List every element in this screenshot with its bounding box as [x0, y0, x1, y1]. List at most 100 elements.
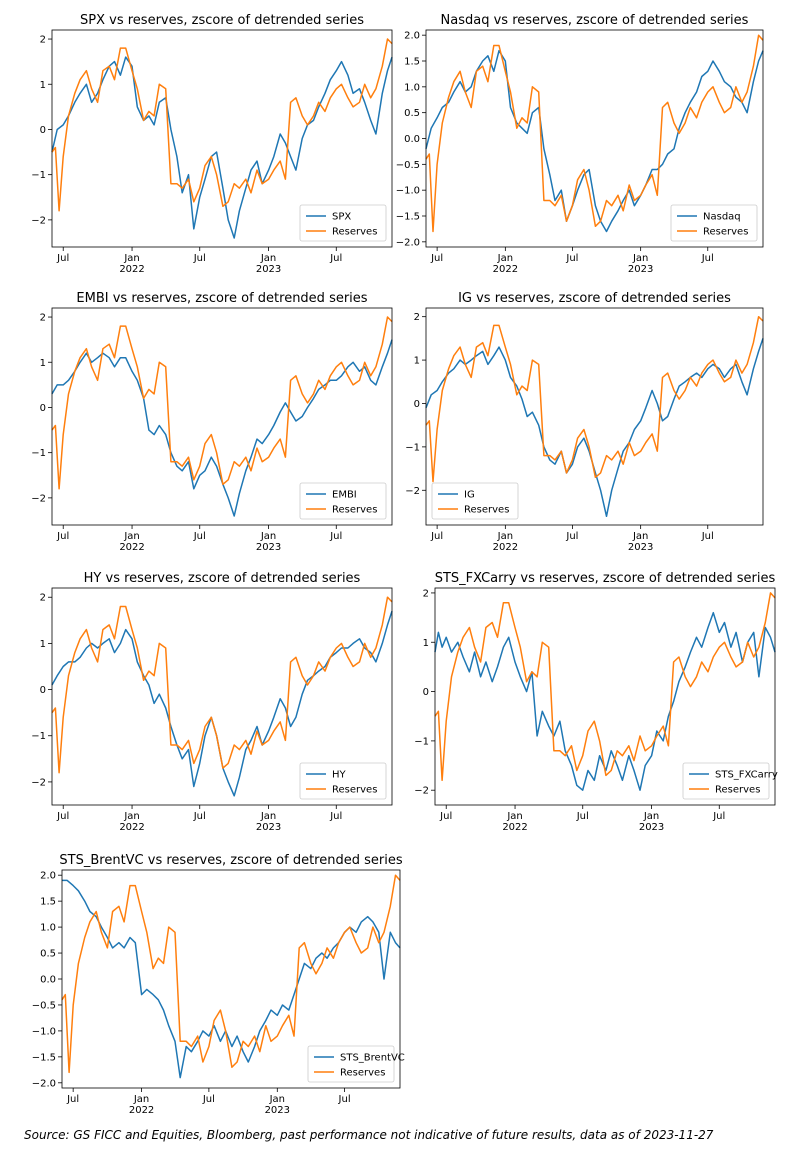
- series-line: [425, 49, 764, 233]
- x-tick-label: Jul: [193, 811, 206, 822]
- x-tick-label: Jul: [565, 531, 578, 542]
- series-line: [51, 596, 393, 774]
- x-tick-label: Jul: [565, 253, 578, 264]
- series-line: [434, 592, 776, 782]
- y-tick-label: 0: [423, 687, 429, 698]
- legend: Nasdaq Reserves: [670, 204, 758, 242]
- x-tick-year-label: 2023: [628, 542, 653, 553]
- legend: STS_FXCarry Reserves: [682, 762, 778, 800]
- x-tick-label: Jul: [66, 1094, 79, 1105]
- legend-label: Reserves: [703, 227, 748, 238]
- y-tick-label: −1.5: [32, 1052, 56, 1063]
- x-tick-year-label: 2022: [493, 264, 518, 275]
- y-tick-label: 1: [40, 358, 46, 369]
- x-tick-label: Jan: [260, 253, 276, 264]
- x-tick-label: Jan: [632, 531, 648, 542]
- x-tick-year-label: 2022: [119, 542, 144, 553]
- y-tick-label: 2: [40, 35, 46, 46]
- x-tick-label: Jul: [430, 531, 443, 542]
- legend-box: [299, 762, 387, 800]
- series-line: [51, 316, 393, 490]
- x-tick-label: Jul: [56, 531, 69, 542]
- x-tick-label: Jul: [712, 811, 725, 822]
- x-tick-year-label: 2023: [256, 542, 281, 553]
- x-tick-label: Jul: [576, 811, 589, 822]
- chart-panel: STS_BrentVC vs reserves, zscore of detre…: [32, 853, 405, 1116]
- x-tick-label: Jul: [329, 253, 342, 264]
- y-tick-label: 1.0: [404, 82, 420, 93]
- series-line: [425, 34, 764, 233]
- legend-label: Reserves: [340, 1068, 385, 1079]
- legend-label: HY: [332, 770, 347, 781]
- chart-panel: HY vs reserves, zscore of detrended seri…: [31, 571, 393, 833]
- x-tick-year-label: 2023: [639, 822, 664, 833]
- legend-label: STS_BrentVC: [340, 1053, 405, 1064]
- y-tick-label: 0: [40, 403, 46, 414]
- legend-label: Reserves: [332, 227, 377, 238]
- x-tick-label: Jul: [56, 811, 69, 822]
- y-tick-label: 0.0: [404, 134, 420, 145]
- legend: HY Reserves: [299, 762, 387, 800]
- y-tick-label: 1: [414, 356, 420, 367]
- legend-box: [299, 204, 387, 242]
- legend: IG Reserves: [431, 482, 519, 520]
- y-tick-label: −2: [31, 215, 46, 226]
- y-tick-label: −2: [31, 493, 46, 504]
- legend-label: STS_FXCarry: [715, 770, 778, 781]
- series-line: [425, 315, 764, 483]
- series-line: [425, 338, 764, 518]
- chart-title: IG vs reserves, zscore of detrended seri…: [458, 291, 731, 306]
- x-tick-label: Jul: [439, 811, 452, 822]
- legend-label: Nasdaq: [703, 212, 741, 223]
- y-tick-label: −1.0: [396, 186, 420, 197]
- x-tick-year-label: 2022: [129, 1105, 154, 1116]
- legend-label: Reserves: [332, 785, 377, 796]
- y-tick-label: −2: [31, 777, 46, 788]
- chart-panel: IG vs reserves, zscore of detrended seri…: [405, 291, 764, 553]
- chart-title: STS_FXCarry vs reserves, zscore of detre…: [435, 571, 776, 586]
- x-tick-label: Jan: [133, 1094, 149, 1105]
- y-tick-label: 0: [40, 125, 46, 136]
- y-tick-label: 1: [423, 638, 429, 649]
- plot-frame: [51, 29, 393, 248]
- y-tick-label: 1.5: [404, 57, 420, 68]
- series-line: [61, 874, 401, 1074]
- x-tick-label: Jan: [497, 531, 513, 542]
- legend-label: Reserves: [715, 785, 760, 796]
- y-tick-label: −0.5: [32, 1000, 56, 1011]
- x-tick-label: Jul: [193, 531, 206, 542]
- x-tick-label: Jan: [643, 811, 659, 822]
- x-tick-label: Jul: [430, 253, 443, 264]
- chart-title: STS_BrentVC vs reserves, zscore of detre…: [59, 853, 402, 868]
- y-tick-label: 0.0: [40, 975, 56, 986]
- y-tick-label: 0.5: [404, 108, 420, 119]
- chart-title: Nasdaq vs reserves, zscore of detrended …: [441, 13, 749, 28]
- y-tick-label: −2.0: [396, 237, 420, 248]
- x-tick-label: Jan: [260, 531, 276, 542]
- x-tick-year-label: 2023: [265, 1105, 290, 1116]
- legend-label: Reserves: [464, 505, 509, 516]
- x-tick-label: Jan: [123, 531, 139, 542]
- x-tick-label: Jul: [329, 531, 342, 542]
- x-tick-label: Jul: [701, 531, 714, 542]
- x-tick-label: Jan: [632, 253, 648, 264]
- y-tick-label: 1: [40, 80, 46, 91]
- y-tick-label: 0: [40, 685, 46, 696]
- x-tick-year-label: 2023: [256, 264, 281, 275]
- chart-title: SPX vs reserves, zscore of detrended ser…: [80, 13, 364, 28]
- y-tick-label: 0: [414, 399, 420, 410]
- legend: EMBI Reserves: [299, 482, 387, 520]
- plot-frame: [51, 587, 393, 806]
- chart-panel: STS_FXCarry vs reserves, zscore of detre…: [414, 571, 778, 833]
- x-tick-label: Jan: [497, 253, 513, 264]
- legend-label: Reserves: [332, 505, 377, 516]
- y-tick-label: −2: [414, 786, 429, 797]
- x-tick-year-label: 2022: [119, 822, 144, 833]
- chart-title: HY vs reserves, zscore of detrended seri…: [84, 571, 361, 586]
- legend-box: [299, 482, 387, 520]
- x-tick-label: Jan: [506, 811, 522, 822]
- x-tick-label: Jul: [202, 1094, 215, 1105]
- y-tick-label: 2: [40, 593, 46, 604]
- y-tick-label: 2: [414, 312, 420, 323]
